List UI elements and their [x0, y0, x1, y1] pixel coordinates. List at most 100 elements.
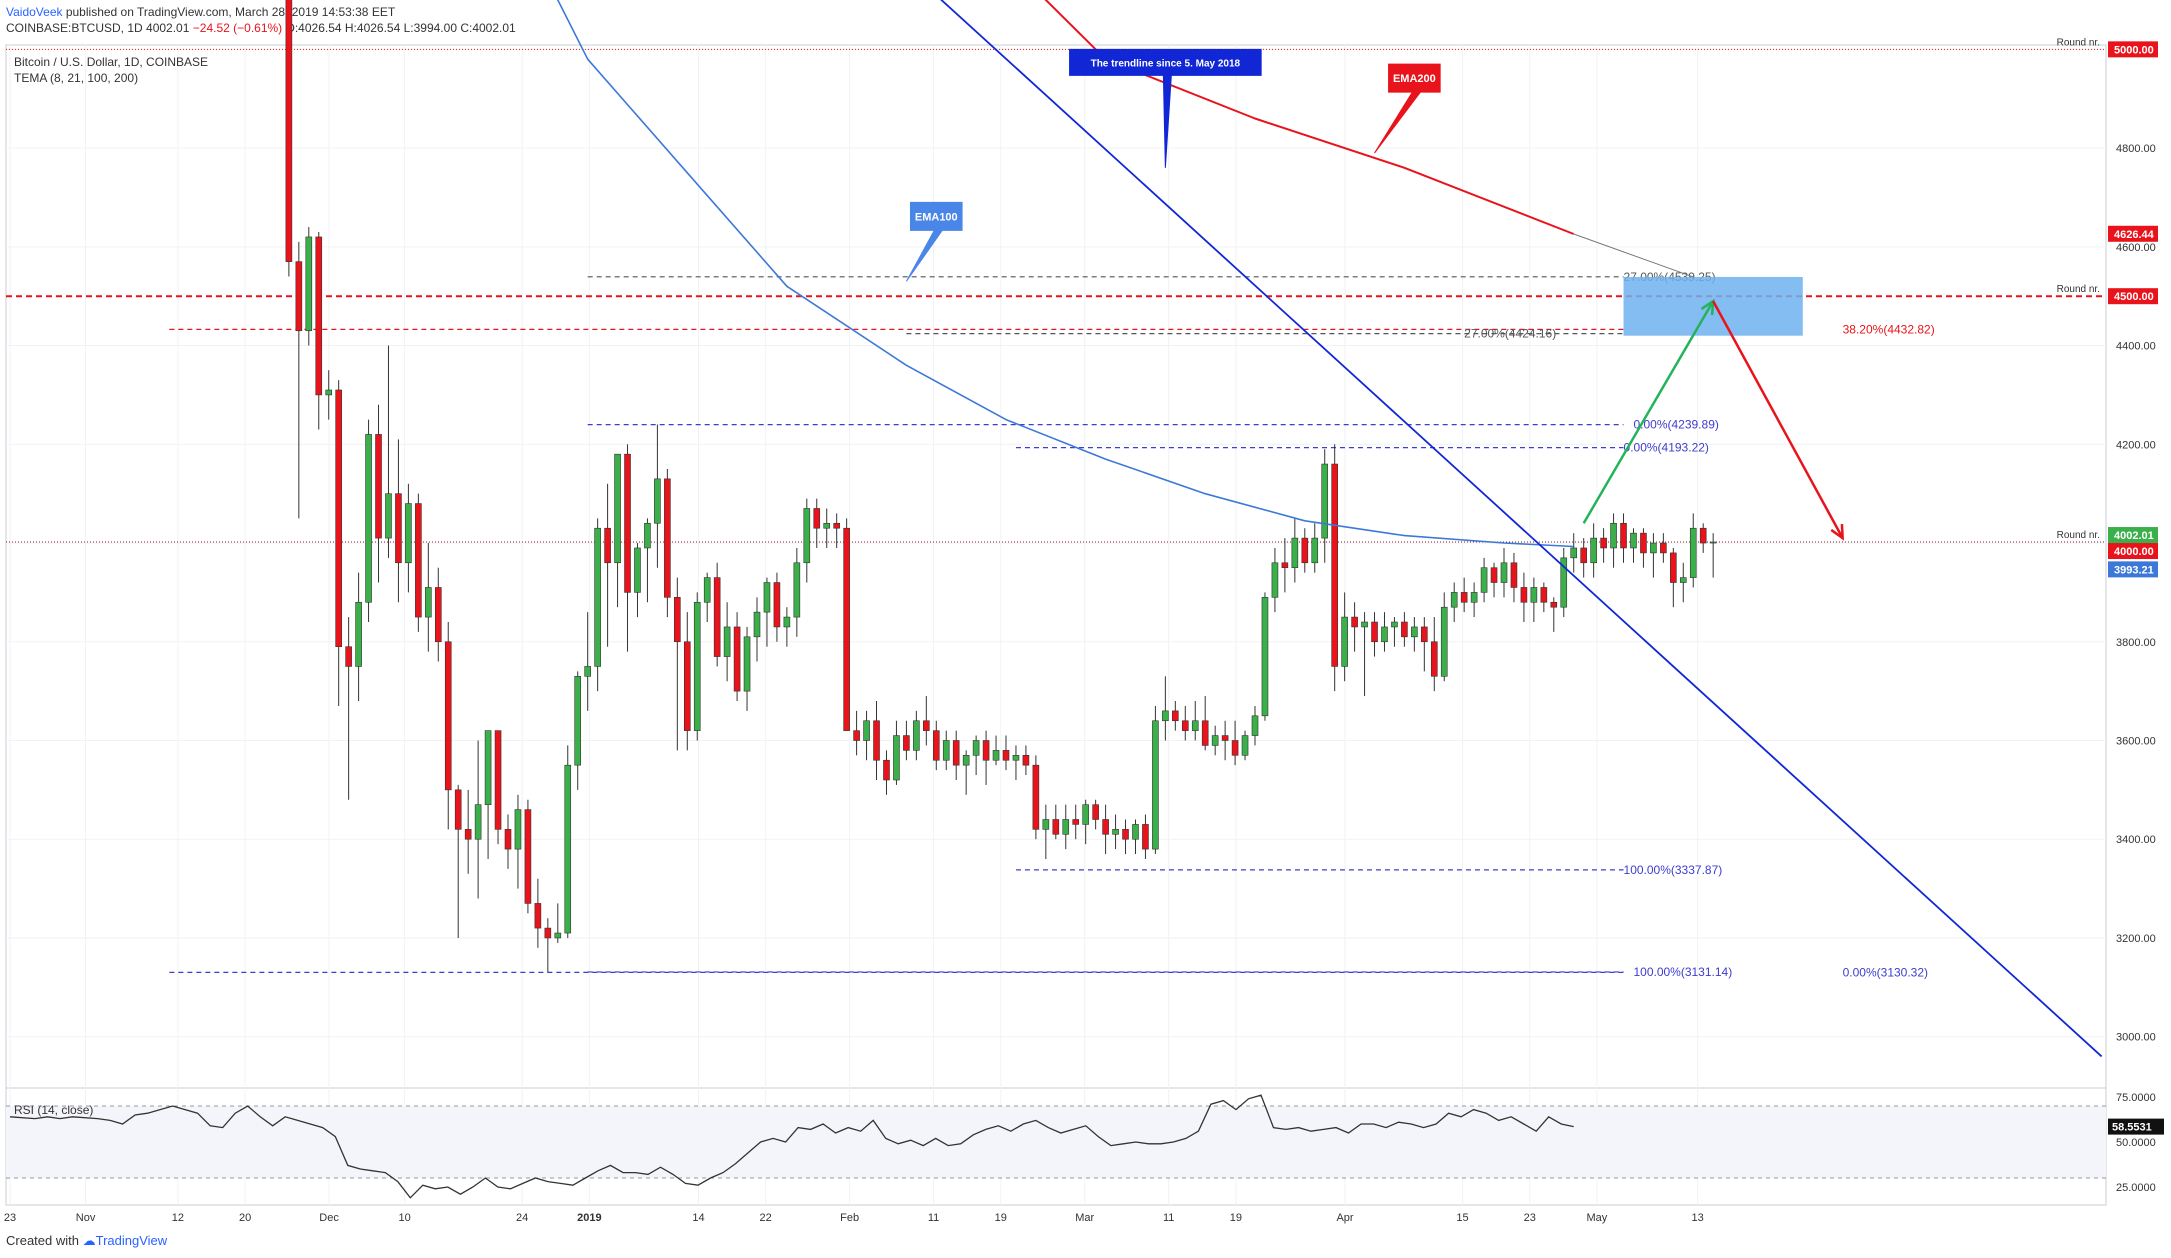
price-tick-label: 3000.00 — [2116, 1032, 2156, 1044]
ema200-line — [1044, 0, 1575, 235]
time-tick-label: 19 — [1230, 1212, 1242, 1224]
callout-box — [1374, 63, 1441, 154]
candle-up — [654, 478, 661, 524]
time-tick-label: May — [1587, 1212, 1608, 1224]
price-badge — [2108, 225, 2158, 242]
fib-levels: 100.00%(6540.00)27.00%(4539.25)38.20%(44… — [6, 37, 2106, 979]
candle-up — [385, 493, 392, 539]
fib-level-label: 38.20%(4432.82) — [1843, 322, 1935, 336]
publish-info: VaidoVeek published on TradingView.com, … — [6, 4, 395, 20]
price-badge-label: 4626.44 — [2114, 229, 2155, 241]
candle-up — [783, 616, 791, 628]
time-tick-label: 22 — [760, 1212, 772, 1224]
candle-down — [843, 527, 850, 731]
time-tick-label: 24 — [516, 1212, 528, 1224]
candle-up — [634, 547, 641, 593]
rsi-tick-label: 25.0000 — [2116, 1182, 2156, 1194]
candle-down — [345, 646, 352, 667]
candle-down — [1520, 587, 1528, 603]
price-badge — [2108, 288, 2158, 305]
price-tick-label: 4200.00 — [2116, 439, 2156, 451]
rsi-title: RSI (14, close) — [14, 1103, 93, 1117]
candle-up — [1211, 735, 1219, 746]
candle-up — [584, 666, 591, 677]
candle-down — [713, 577, 721, 657]
candle-up — [474, 804, 482, 840]
price-badge-label: 4000.00 — [2114, 546, 2154, 558]
candle-up — [1570, 547, 1578, 559]
trendline — [940, 0, 2103, 1058]
candle-up — [1630, 532, 1637, 549]
candle-up — [893, 735, 900, 781]
tradingview-logo-icon: ☁ — [82, 1233, 96, 1248]
candle-down — [932, 730, 940, 761]
candle-down — [1430, 641, 1438, 677]
candle-up — [962, 755, 970, 766]
candle-down — [1421, 626, 1428, 643]
time-tick-label: 14 — [692, 1212, 704, 1224]
candle-up — [942, 740, 950, 761]
candle-up — [992, 750, 1000, 761]
chart-frame — [5, 44, 2107, 1206]
price-tick-label: 4600.00 — [2116, 242, 2156, 254]
rsi-tick-label: 75.0000 — [2116, 1092, 2156, 1104]
candle-up — [823, 522, 831, 529]
author-link[interactable]: VaidoVeek — [6, 5, 63, 19]
candle-down — [1231, 740, 1239, 756]
tradingview-brand[interactable]: TradingView — [95, 1233, 168, 1248]
candle-up — [554, 932, 562, 939]
candles — [285, 0, 1717, 973]
ema100-line — [556, 0, 1574, 548]
fib-level-label: 0.00%(4239.89) — [1633, 418, 1718, 432]
candle-up — [693, 601, 701, 731]
candle-down — [883, 759, 890, 781]
price-badge-label: 3993.21 — [2114, 564, 2154, 576]
created-with-text: Created with — [6, 1233, 79, 1248]
candle-down — [1142, 824, 1149, 850]
candle-down — [853, 730, 860, 741]
time-tick-label: 15 — [1456, 1212, 1468, 1224]
time-tick-label: 23 — [4, 1212, 16, 1224]
candle-up — [355, 601, 362, 667]
candle-up — [594, 527, 601, 667]
candle-down — [873, 720, 880, 761]
candle-up — [1391, 621, 1398, 628]
candle-down — [434, 587, 442, 643]
fib-level-label: 0.00%(4193.22) — [1624, 441, 1709, 455]
candle-down — [285, 0, 293, 262]
candle-down — [903, 735, 910, 751]
candle-down — [1201, 720, 1209, 746]
candle-up — [703, 577, 711, 603]
candle-down — [1052, 819, 1060, 835]
candle-up — [1112, 829, 1119, 835]
candle-down — [375, 434, 382, 539]
rsi-value-badge — [2108, 1118, 2164, 1135]
red-arrow-head — [1830, 524, 1845, 541]
price-badge-label: 5000.00 — [2114, 44, 2154, 56]
candle-down — [415, 503, 422, 618]
candle-up — [972, 740, 980, 756]
price-badge-label: 4500.00 — [2114, 291, 2154, 303]
candle-up — [1689, 527, 1697, 578]
green-arrow — [1582, 300, 1715, 524]
candle-down — [504, 829, 512, 850]
close-value: 4002.01 — [146, 21, 190, 35]
candle-up — [1480, 567, 1488, 593]
candle-down — [395, 493, 402, 564]
candle-down — [534, 903, 542, 929]
candle-up — [1560, 557, 1568, 608]
candle-up — [1450, 592, 1458, 608]
price-badge — [2108, 543, 2158, 560]
symbol-label: COINBASE:BTCUSD, 1D — [6, 21, 147, 35]
callout-box — [905, 201, 963, 282]
candle-up — [325, 389, 333, 396]
rsi-value-label: 58.5531 — [2112, 1122, 2152, 1134]
candle-down — [494, 730, 502, 830]
price-chart[interactable]: 100.00%(6540.00)27.00%(4539.25)38.20%(44… — [0, 0, 2171, 1230]
time-tick-label: Nov — [76, 1212, 96, 1224]
time-tick-label: 19 — [995, 1212, 1007, 1224]
candle-down — [524, 809, 532, 904]
candle-down — [604, 527, 611, 564]
time-tick-label: Dec — [319, 1212, 339, 1224]
candle-down — [733, 626, 741, 692]
